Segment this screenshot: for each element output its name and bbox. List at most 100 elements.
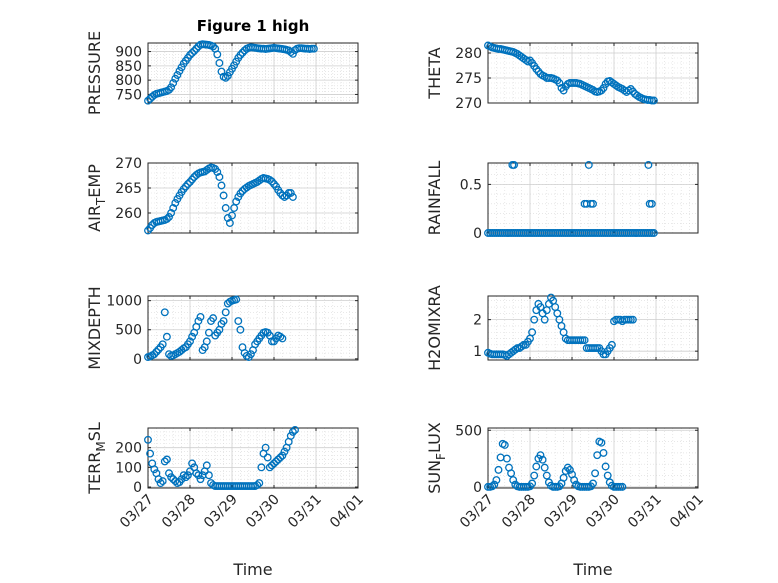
data-point	[144, 96, 152, 105]
y-tick-label: 100	[115, 460, 142, 476]
data-point	[278, 334, 287, 343]
data-point	[194, 317, 203, 325]
series-points	[144, 163, 297, 235]
data-point	[584, 160, 593, 169]
data-point	[152, 347, 161, 356]
y-tick-label: 265	[115, 181, 142, 197]
data-point	[509, 476, 518, 485]
data-point	[242, 183, 251, 192]
data-point	[589, 479, 597, 488]
y-tick-label: 500	[115, 323, 142, 339]
data-point	[196, 475, 205, 484]
series-points	[144, 295, 287, 362]
y-axis-label: THETA	[425, 47, 444, 99]
data-point	[234, 317, 243, 325]
data-point	[272, 457, 281, 466]
data-point	[280, 193, 289, 201]
data-point	[589, 199, 597, 208]
y-tick-label: 2	[473, 313, 482, 329]
y-tick-label: 280	[455, 46, 482, 62]
data-point	[601, 462, 610, 471]
data-point	[286, 431, 295, 440]
data-point	[500, 441, 509, 449]
data-point	[188, 49, 197, 57]
data-point	[618, 482, 627, 491]
y-tick-label: 800	[115, 73, 142, 89]
subplot-6: 1 2 H2OMIXRA	[425, 285, 699, 371]
data-point	[628, 315, 637, 324]
data-point	[580, 336, 589, 345]
data-point	[649, 229, 658, 237]
data-point	[255, 479, 264, 488]
data-point	[188, 459, 197, 468]
data-point	[521, 56, 530, 64]
data-point	[215, 59, 224, 67]
y-tick-label: 270	[455, 96, 482, 112]
y-tick-label: 1	[473, 344, 482, 360]
subplot-7: 0 100 200 TERRMSL	[85, 422, 359, 496]
series-points	[484, 293, 637, 360]
data-point	[565, 465, 574, 474]
data-point	[559, 86, 568, 95]
data-point	[215, 173, 224, 181]
data-point	[217, 181, 226, 190]
data-point	[181, 473, 190, 482]
data-point	[190, 47, 199, 55]
data-point	[160, 308, 169, 317]
data-point	[171, 199, 180, 207]
series-points	[484, 41, 658, 105]
y-tick-label: 0.5	[460, 177, 482, 193]
data-point	[591, 469, 600, 478]
x-axis-label: Time	[232, 560, 272, 579]
data-point	[221, 308, 230, 317]
data-point	[209, 314, 218, 323]
y-tick-label: 500	[455, 423, 482, 439]
data-point	[267, 461, 276, 470]
data-point	[536, 70, 545, 78]
data-point	[530, 471, 539, 480]
y-tick-label: 0	[473, 480, 482, 496]
data-point	[169, 204, 178, 212]
data-point	[599, 84, 608, 92]
data-point	[156, 479, 165, 488]
axes-box	[147, 162, 359, 234]
y-tick-label: 0	[133, 480, 142, 496]
data-point	[162, 455, 171, 464]
data-point	[538, 455, 547, 464]
y-tick-label: 900	[115, 45, 142, 61]
y-tick-label: 275	[455, 71, 482, 87]
data-point	[528, 328, 537, 337]
y-axis-label: PRESSURE	[85, 31, 104, 115]
data-point	[633, 91, 642, 100]
y-tick-label: 200	[115, 441, 142, 457]
data-point	[555, 79, 564, 87]
y-tick-label: 0	[473, 226, 482, 242]
data-point	[570, 476, 579, 485]
data-point	[154, 475, 163, 484]
data-point	[488, 482, 497, 491]
data-point	[510, 160, 518, 169]
data-point	[599, 448, 608, 457]
data-point	[288, 427, 297, 436]
data-point	[494, 465, 503, 474]
data-point	[158, 477, 167, 486]
axes-box	[487, 427, 699, 489]
data-point	[192, 171, 201, 179]
data-point	[221, 204, 230, 212]
data-point	[219, 191, 228, 200]
x-axis-label: Time	[572, 560, 612, 579]
data-point	[517, 342, 526, 351]
data-point	[188, 332, 197, 341]
data-point	[286, 48, 295, 57]
data-point	[624, 86, 633, 95]
data-point	[511, 345, 520, 354]
data-point	[223, 214, 232, 222]
axes-box	[487, 42, 699, 104]
data-point	[265, 176, 274, 184]
data-point	[647, 199, 656, 208]
data-point	[528, 479, 537, 488]
data-point	[540, 463, 549, 472]
data-point	[204, 471, 213, 480]
y-axis-label: MIXDEPTH	[85, 286, 104, 369]
